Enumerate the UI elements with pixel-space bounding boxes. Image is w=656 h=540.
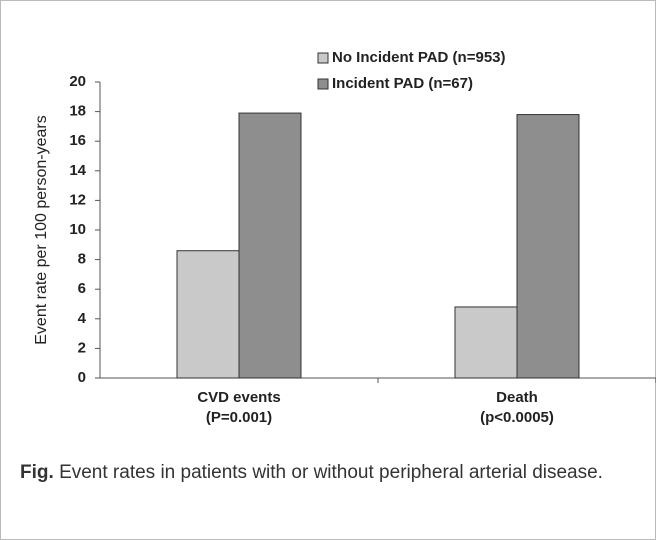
y-tick-label: 18: [69, 103, 86, 120]
y-tick-label: 8: [78, 251, 86, 268]
y-tick-label: 4: [78, 310, 87, 327]
legend-label: Incident PAD (n=67): [332, 75, 473, 92]
y-tick-label: 2: [78, 339, 86, 356]
y-tick-label: 14: [69, 162, 86, 179]
x-tick-note: (p<0.0005): [480, 409, 554, 426]
caption: Fig. Event rates in patients with or wit…: [20, 460, 620, 486]
caption-text: Event rates in patients with or without …: [59, 462, 603, 483]
caption-label: Fig.: [20, 462, 54, 483]
bar: [238, 112, 302, 379]
bar: [454, 306, 518, 379]
y-tick-label: 0: [78, 369, 86, 386]
bar: [176, 250, 240, 379]
x-tick-label: Death: [496, 389, 538, 406]
x-tick-label: CVD events: [197, 389, 280, 406]
y-tick-label: 20: [69, 73, 86, 90]
y-tick-label: 6: [78, 280, 86, 297]
y-tick-label: 16: [69, 132, 86, 149]
y-tick-label: 12: [69, 191, 86, 208]
legend-swatch: [317, 78, 329, 90]
legend-swatch: [317, 52, 329, 64]
y-axis-label: Event rate per 100 person-years: [33, 115, 50, 344]
bar: [516, 114, 580, 379]
y-tick-label: 10: [69, 221, 86, 238]
x-tick-note: (P=0.001): [206, 409, 272, 426]
legend-label: No Incident PAD (n=953): [332, 49, 506, 66]
